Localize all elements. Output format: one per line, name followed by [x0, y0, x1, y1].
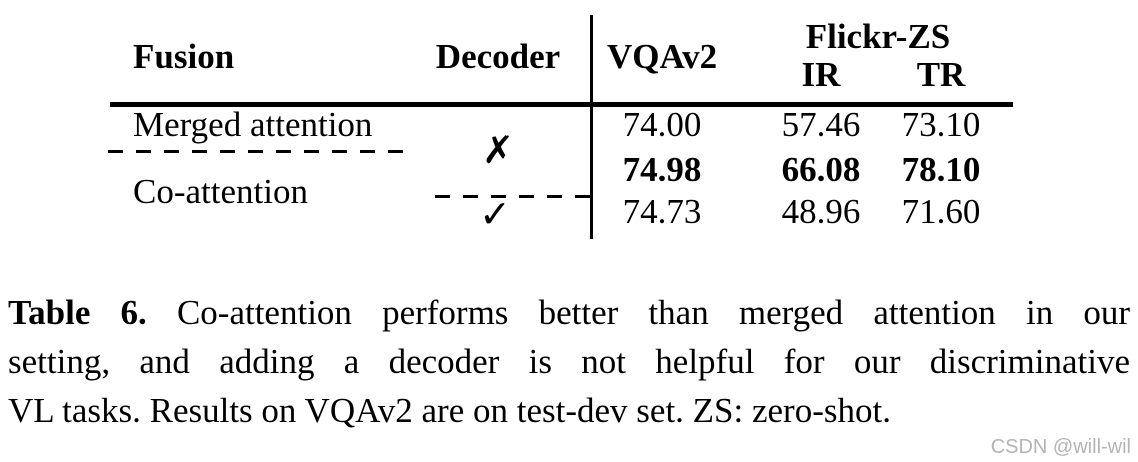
cell-ir-row3: 48.96 [781, 192, 861, 231]
caption-line-1-text: Co-attention performs better than merged… [176, 293, 1131, 332]
caption-line-3: VL tasks. Results on VQAv2 are on test-d… [8, 391, 891, 430]
header-fusion: Fusion [133, 37, 235, 76]
caption-line-2: setting, and adding a decoder is not hel… [8, 342, 1130, 381]
csdn-watermark: CSDN @will-wil [990, 436, 1131, 458]
cell-tr-row3: 71.60 [901, 192, 981, 231]
header-ir: IR [801, 55, 841, 94]
caption-line-1: Table 6. Co-attention performs better th… [8, 288, 1130, 337]
header-tr: TR [916, 55, 966, 94]
caption-table-number: Table 6. [8, 293, 147, 332]
cell-vqav2-row2: 74.98 [622, 150, 702, 189]
cell-tr-row2: 78.10 [901, 150, 981, 189]
cell-tr-row1: 73.10 [901, 105, 981, 144]
table-caption: Table 6. Co-attention performs better th… [8, 288, 1130, 435]
fusion-co-attention-label: Co-attention [133, 172, 308, 211]
column-separator-rule [590, 15, 593, 239]
fusion-merged-attention-label: Merged attention [133, 105, 373, 144]
no-decoder-cross-icon: ✗ [482, 128, 514, 172]
header-decoder: Decoder [435, 37, 561, 76]
results-table: Fusion Decoder VQAv2 Flickr-ZS IR TR Mer… [108, 15, 1013, 239]
decoder-check-icon: ✓ [479, 192, 511, 236]
cell-ir-row1: 57.46 [781, 105, 861, 144]
decoder-divider-dashed-line [435, 195, 593, 198]
fusion-divider-dashed-line [108, 150, 414, 153]
cell-vqav2-row1: 74.00 [622, 105, 702, 144]
header-vqav2: VQAv2 [607, 37, 718, 76]
cell-vqav2-row3: 74.73 [622, 192, 702, 231]
cell-ir-row2: 66.08 [781, 150, 861, 189]
header-flickr-zs: Flickr-ZS [805, 17, 951, 56]
header-rule [110, 102, 1013, 107]
